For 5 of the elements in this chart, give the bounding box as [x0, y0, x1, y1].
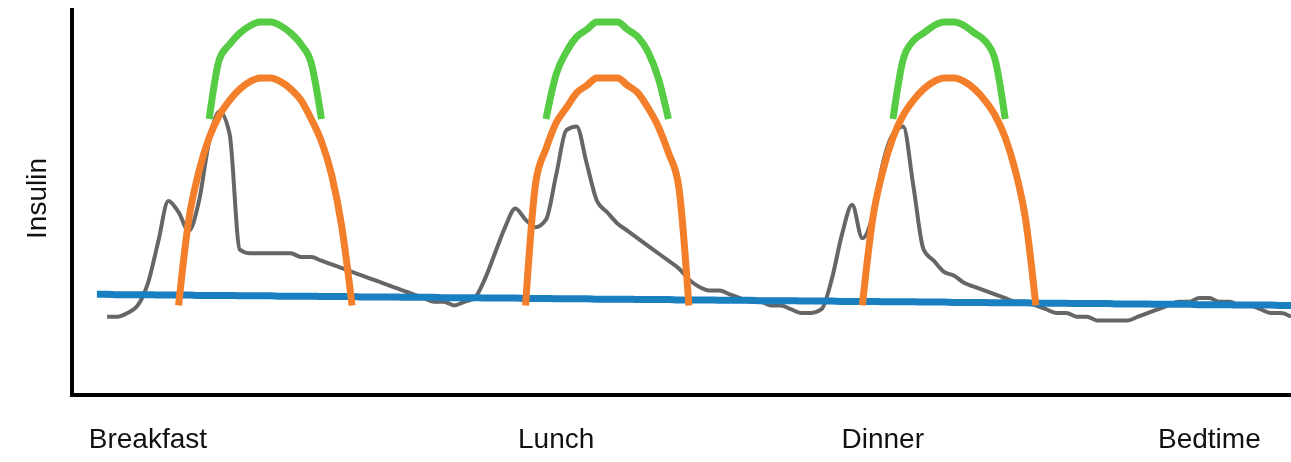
x-tick-label: Dinner: [841, 423, 924, 454]
y-axis-title: Insulin: [21, 158, 52, 239]
x-tick-label: Lunch: [518, 423, 595, 454]
x-tick-label: Breakfast: [88, 423, 208, 454]
x-tick-label: Bedtime: [1157, 423, 1261, 454]
